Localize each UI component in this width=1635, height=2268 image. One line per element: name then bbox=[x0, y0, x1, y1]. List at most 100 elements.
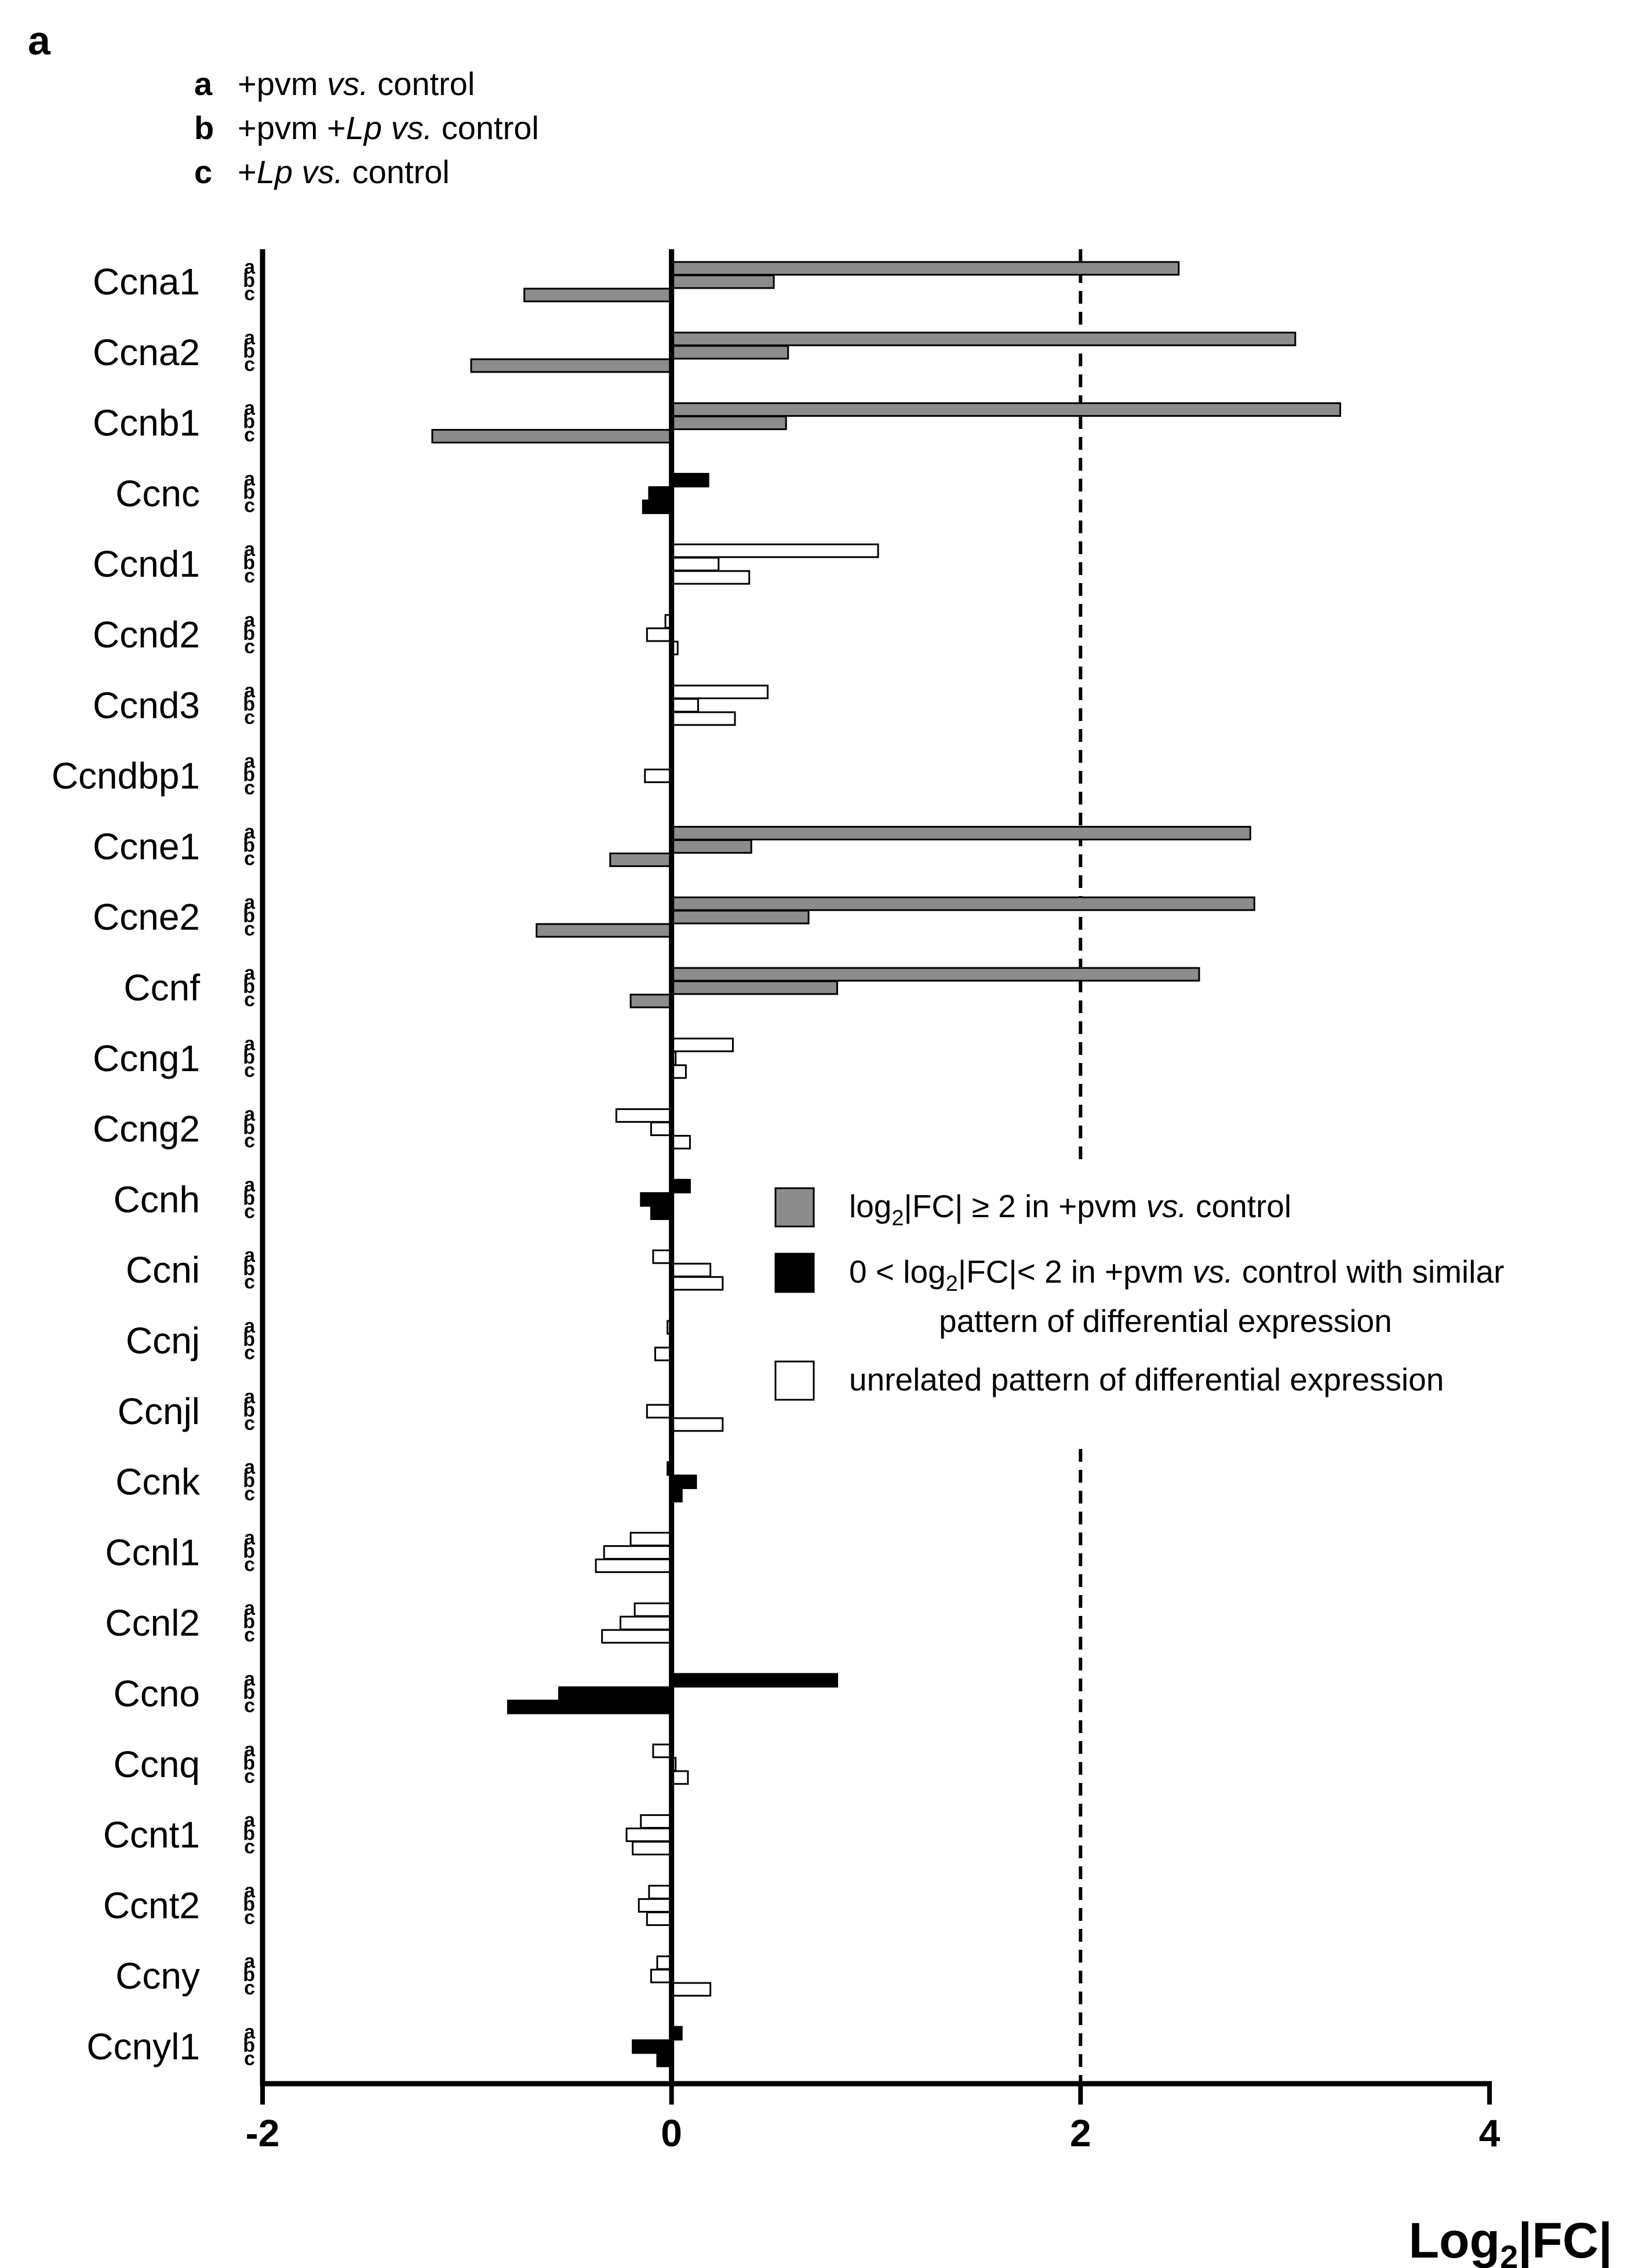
gene-label: Ccnf bbox=[123, 967, 200, 1009]
subcategory-label: a bbox=[244, 1810, 256, 1832]
bar bbox=[646, 1911, 673, 1926]
subcategory-label: c bbox=[244, 1130, 255, 1152]
bar bbox=[625, 1827, 673, 1843]
subcategory-label: a bbox=[244, 1174, 256, 1196]
gene-label: Ccnk bbox=[115, 1461, 201, 1503]
bar bbox=[671, 543, 879, 558]
bar bbox=[523, 287, 673, 303]
subcategory-label: a bbox=[244, 1668, 256, 1690]
bar bbox=[619, 1615, 673, 1630]
bar bbox=[595, 1558, 673, 1573]
subcategory-label: a bbox=[244, 962, 256, 984]
gene-label: Ccne1 bbox=[93, 825, 200, 867]
subcategory-label: c bbox=[244, 1836, 255, 1858]
subcategory-label: b bbox=[243, 1681, 255, 1703]
subcategory-label: c bbox=[244, 1342, 255, 1364]
gene-label: Ccny bbox=[115, 1955, 200, 1997]
bar bbox=[671, 909, 810, 924]
subcategory-label: c bbox=[244, 1906, 255, 1928]
subcategory-label: b bbox=[243, 834, 255, 856]
gene-label: Ccnc bbox=[115, 472, 200, 514]
condition-key-letter: c bbox=[194, 154, 213, 190]
subcategory-label: a bbox=[244, 1315, 256, 1337]
condition-text: + bbox=[238, 154, 257, 190]
gene-label: Ccnt1 bbox=[103, 1814, 200, 1856]
bar bbox=[671, 685, 769, 700]
subcategory-label: a bbox=[244, 1527, 256, 1549]
bar bbox=[671, 967, 1200, 982]
subcategory-label: b bbox=[243, 1752, 255, 1774]
subcategory-label: c bbox=[244, 2048, 255, 2070]
bar bbox=[671, 1982, 712, 1997]
subcategory-label: c bbox=[244, 1271, 255, 1293]
gene-label: Ccne2 bbox=[93, 896, 200, 938]
gene-label: Ccnq bbox=[114, 1743, 200, 1785]
bar bbox=[671, 261, 1180, 276]
legend-label: unrelated pattern of differential expres… bbox=[849, 1361, 1444, 1397]
subcategory-label: c bbox=[244, 989, 255, 1011]
bar bbox=[671, 472, 709, 487]
bar bbox=[470, 358, 673, 373]
bar bbox=[536, 923, 673, 938]
bar bbox=[671, 698, 700, 713]
subcategory-label: a bbox=[244, 256, 256, 278]
bar bbox=[650, 1205, 673, 1220]
legend-swatch bbox=[774, 1360, 815, 1401]
subcategory-label: c bbox=[244, 777, 255, 799]
subcategory-label: c bbox=[244, 565, 255, 587]
subcategory-label: b bbox=[243, 1328, 255, 1350]
bar bbox=[671, 1417, 724, 1432]
gene-label: Ccnb1 bbox=[93, 402, 200, 444]
bar bbox=[507, 1699, 673, 1714]
gene-label: Ccnh bbox=[114, 1178, 200, 1220]
subcategory-label: c bbox=[244, 1413, 255, 1435]
condition-c: c +Lp vs. control bbox=[194, 153, 450, 191]
bar bbox=[671, 416, 787, 431]
bar bbox=[652, 1249, 673, 1264]
subcategory-label: b bbox=[243, 905, 255, 927]
gene-label: Ccnd3 bbox=[93, 685, 200, 726]
bar bbox=[671, 1276, 724, 1291]
bar bbox=[671, 711, 736, 726]
subcategory-label: b bbox=[243, 1117, 255, 1139]
subcategory-label: c bbox=[244, 1977, 255, 1999]
subcategory-label: a bbox=[244, 1880, 256, 1902]
gene-label: Ccno bbox=[114, 1673, 200, 1714]
subcategory-label: b bbox=[243, 1893, 255, 1915]
legend-label: 0 < log2|FC|< 2 in +pvm vs. control with… bbox=[849, 1254, 1504, 1296]
legend-swatch bbox=[774, 1253, 815, 1293]
condition-text: Lp vs. bbox=[256, 154, 344, 190]
subcategory-label: a bbox=[244, 1739, 256, 1761]
legend-label: log2|FC| ≥ 2 in +pvm vs. control bbox=[849, 1188, 1291, 1231]
gene-label: Ccnt2 bbox=[103, 1884, 200, 1926]
subcategory-label: b bbox=[243, 1540, 255, 1562]
gene-label: Ccnd1 bbox=[93, 543, 200, 585]
subcategory-label: b bbox=[243, 693, 255, 715]
subcategory-label: b bbox=[243, 340, 255, 362]
subcategory-label: a bbox=[244, 609, 256, 631]
legend-label-line2: pattern of differential expression bbox=[939, 1303, 1392, 1339]
subcategory-label: a bbox=[244, 821, 256, 843]
gene-label: Ccnjl bbox=[118, 1390, 200, 1432]
subcategory-label: a bbox=[244, 1597, 256, 1619]
gene-label: Ccng2 bbox=[93, 1108, 200, 1150]
bar bbox=[671, 1178, 691, 1193]
subcategory-label: a bbox=[244, 751, 256, 773]
bar bbox=[646, 627, 673, 642]
subcategory-label: b bbox=[243, 2034, 255, 2056]
panel-label: a bbox=[28, 18, 50, 63]
subcategory-label: c bbox=[244, 354, 255, 376]
subcategory-label: b bbox=[243, 552, 255, 574]
subcategory-label: c bbox=[244, 847, 255, 869]
bar bbox=[671, 1037, 734, 1053]
gene-label: Ccndbp1 bbox=[52, 755, 200, 797]
bar bbox=[671, 556, 720, 571]
bar bbox=[601, 1629, 673, 1644]
subcategory-label: a bbox=[244, 538, 256, 560]
subcategory-label: a bbox=[244, 1457, 256, 1479]
subcategory-label: c bbox=[244, 707, 255, 729]
subcategory-label: c bbox=[244, 1624, 255, 1646]
subcategory-label: c bbox=[244, 1695, 255, 1717]
condition-text: +pvm + bbox=[238, 110, 346, 146]
